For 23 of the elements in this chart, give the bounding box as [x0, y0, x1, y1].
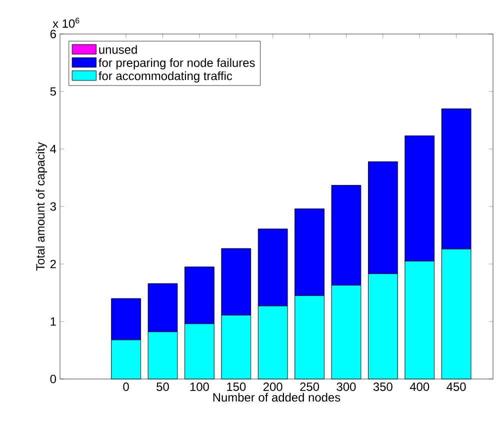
y-tick-label: 3 — [50, 202, 56, 211]
y-tick-label: 1 — [50, 317, 56, 326]
x-axis-title: Number of added nodes — [213, 392, 340, 402]
x-tick-label: 50 — [156, 382, 169, 391]
x-tick-label: 350 — [373, 382, 392, 391]
y-tick-label: 4 — [50, 144, 56, 154]
x-tick-label: 100 — [190, 382, 209, 391]
legend-label: for accommodating traffic — [98, 71, 232, 83]
legend-label: unused — [99, 45, 137, 54]
x-tick-label: 400 — [410, 382, 430, 391]
x-tick-label: 300 — [336, 382, 356, 391]
x-tick-label: 250 — [300, 382, 320, 391]
x-tick-label: 200 — [263, 382, 282, 391]
y-axis-title: Total amount of capacity — [36, 142, 47, 271]
x-tick-label: 150 — [227, 382, 246, 391]
y-tick-label: 5 — [50, 87, 56, 96]
y-tick-label: 0 — [50, 374, 56, 384]
text: x 10$^{6}$ — [52, 18, 80, 28]
y-tick-label: 2 — [50, 260, 56, 268]
x-tick-label: 0 — [123, 382, 129, 391]
y-tick-label: 6 — [50, 30, 56, 38]
x-tick-label: 450 — [446, 382, 466, 391]
legend-label: for preparing for node failures — [98, 58, 255, 70]
